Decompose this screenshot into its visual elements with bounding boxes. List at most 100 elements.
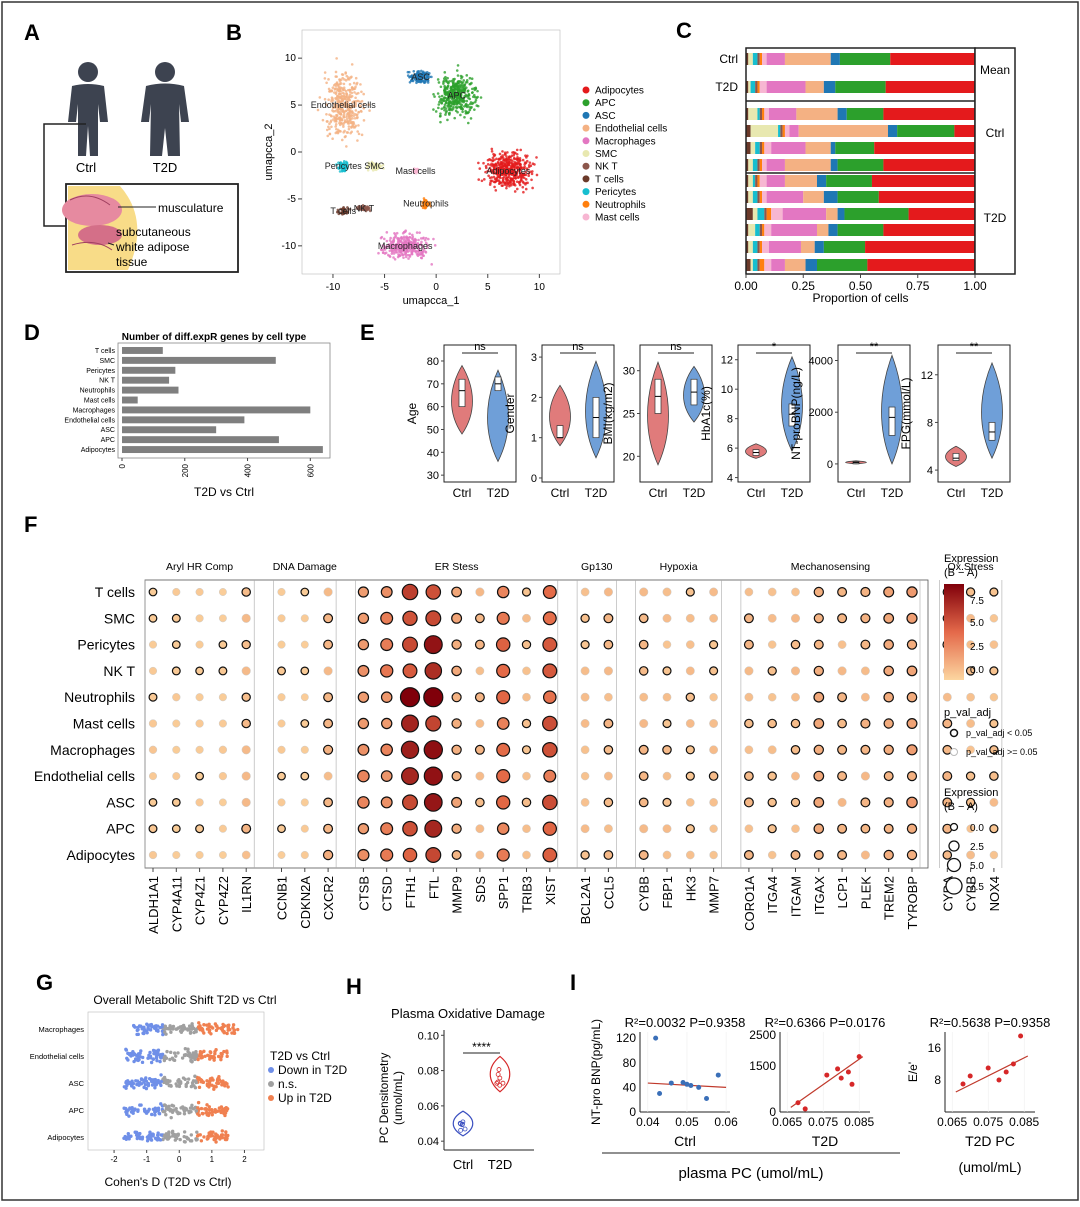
group-label-t2d: T2D [981, 486, 1004, 500]
bar-segment-pericytes [757, 208, 765, 220]
dot-mast-cells-spp1 [496, 717, 510, 730]
bar-segment-adipocytes [883, 224, 975, 236]
bar-segment-endothelial-cells [784, 175, 817, 187]
scatter-point [684, 1081, 690, 1087]
umap-point [342, 113, 346, 116]
bar-segment-smc [750, 259, 753, 271]
x-tick-label: 1.00 [963, 279, 987, 293]
cluster-nk-t [355, 203, 372, 213]
umap-point [413, 245, 417, 249]
category-label-apc: APC [69, 1106, 85, 1115]
scatter-point [856, 1054, 862, 1060]
umap-point [354, 76, 358, 80]
y-tick-label: 40 [623, 1080, 637, 1094]
panel-g-strip-plot: Overall Metabolic Shift T2D vs CtrlMacro… [30, 993, 348, 1189]
dot-asc-coro1a [743, 797, 754, 808]
bar-segment-macrophages [766, 191, 804, 203]
sig-label: * [772, 341, 777, 353]
panel-label-g: G [36, 970, 53, 995]
dot-smc-ctsb [357, 612, 370, 625]
bar-segment-macrophages [782, 208, 827, 220]
strip-point [219, 1055, 223, 1060]
dot-macrophages-aldh1a1 [148, 745, 158, 754]
size-legend-label: 5.0 [970, 861, 984, 872]
gene-label-ctsd: CTSD [380, 876, 395, 911]
bar-segment-endothelial-cells [816, 224, 829, 236]
dot-asc-trem2 [883, 797, 894, 808]
umap-point [424, 236, 428, 240]
strip-point [188, 1030, 193, 1034]
dot-apc-fth1 [402, 820, 418, 837]
umap-point [504, 182, 508, 185]
strip-point [191, 1107, 196, 1111]
dot-apc-cybb [639, 824, 649, 834]
dot-apc-ccl5 [603, 824, 613, 834]
umap-point [457, 88, 460, 92]
umap-point [446, 76, 449, 80]
fit-line [955, 1055, 1029, 1093]
umap-point [489, 179, 493, 183]
dot-nk-t-fbp1 [662, 666, 672, 676]
strip-point [136, 1109, 140, 1114]
bar-segment-endothelial-cells [800, 241, 815, 253]
dot-mast-cells-lcp1 [837, 718, 847, 729]
bar-segment-adipocytes [883, 108, 975, 120]
violin-point-ctrl [458, 1127, 464, 1133]
umap-point [524, 181, 528, 185]
strip-point [196, 1133, 201, 1137]
bar-segment-t-cells [746, 81, 749, 93]
strip-point [220, 1052, 224, 1056]
strip-point [194, 1053, 199, 1058]
y-tick-label: 1500 [749, 1059, 776, 1073]
dot-macrophages-lcp1 [837, 744, 848, 755]
umap-point [422, 248, 426, 251]
umap-point [491, 156, 495, 160]
strip-point [207, 1083, 212, 1087]
cluster-t-cells [335, 206, 352, 216]
dot-smc-fbp1 [662, 613, 672, 623]
strip-macrophages [131, 1021, 240, 1037]
umap-point [357, 110, 360, 114]
dot-pericytes-aldh1a1 [148, 640, 158, 649]
strip-point [148, 1050, 152, 1055]
legend-label-asc: ASC [595, 111, 616, 122]
bar-t-cells [122, 347, 163, 354]
dot-nk-t-spp1 [496, 663, 511, 679]
x-sublabel: Ctrl [674, 1133, 696, 1149]
umap-point [342, 110, 346, 114]
legend-label-down-in-t2d: Down in T2D [278, 1063, 347, 1077]
umap-point [515, 187, 519, 191]
y-tick-label: 70 [427, 379, 439, 391]
dot-nk-t-cyp4z2 [218, 666, 228, 676]
umap-point [418, 73, 421, 76]
dot-asc-cybb [965, 797, 976, 808]
umap-point [421, 237, 425, 240]
group-title-mechanosensing: Mechanosensing [791, 561, 871, 573]
dot-endothelial-cells-trem2 [883, 771, 894, 782]
umap-point [345, 145, 348, 148]
umap-point [423, 198, 426, 202]
umap-point [345, 96, 348, 99]
y-tick-label: 10 [285, 53, 297, 64]
umap-point [434, 110, 438, 113]
umap-point [361, 208, 365, 211]
dot-t-cells-fth1 [401, 583, 419, 601]
umap-point [342, 159, 346, 163]
strip-point [226, 1085, 230, 1089]
dot-pericytes-mmp9 [451, 639, 462, 650]
color-legend-title: Expression [944, 553, 998, 565]
umap-point [524, 187, 528, 191]
dot-t-cells-ccnb1 [277, 587, 286, 597]
x-axis-label: Proportion of cells [812, 291, 908, 305]
dot-adipocytes-cybb [966, 850, 976, 860]
dot-nk-t-fth1 [402, 663, 418, 679]
dot-smc-nox4 [989, 614, 999, 623]
umap-point [490, 147, 494, 151]
umap-point [508, 180, 512, 184]
strip-point [169, 1115, 173, 1120]
umap-point [440, 97, 444, 101]
umap-point [489, 181, 492, 185]
